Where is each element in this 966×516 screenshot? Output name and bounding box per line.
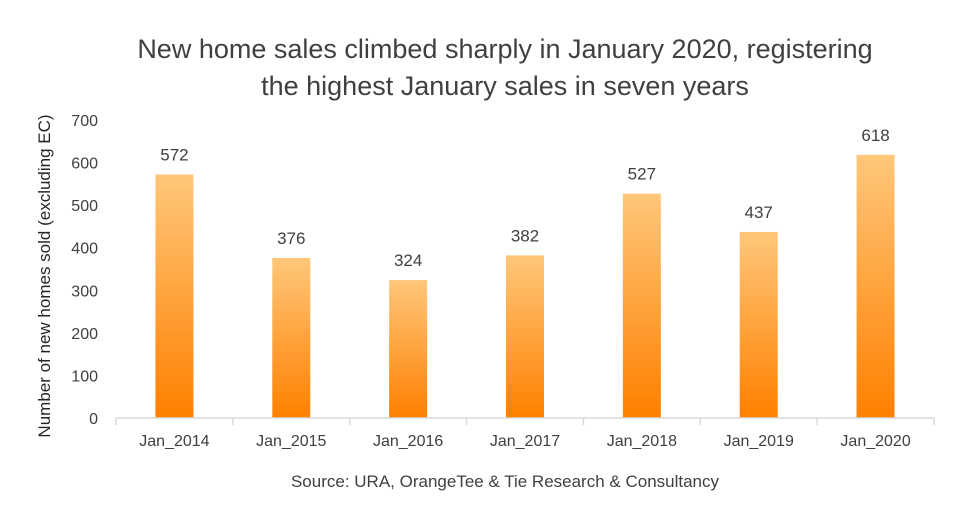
bar-Jan_2019 [739,231,778,418]
x-tick-label: Jan_2017 [490,433,560,450]
data-label-Jan_2019: 437 [745,203,773,222]
y-tick-label: 700 [71,113,98,130]
data-label-Jan_2020: 618 [861,126,889,145]
y-tick-label: 100 [71,368,98,385]
bar-Jan_2020 [856,154,895,418]
y-tick-label: 200 [71,326,98,343]
data-label-Jan_2016: 324 [394,251,422,270]
x-tick-label: Jan_2019 [724,433,794,450]
x-tick-label: Jan_2020 [840,433,910,450]
source-note: Source: URA, OrangeTee & Tie Research & … [291,472,720,491]
x-tick-label: Jan_2015 [256,433,326,450]
bar-Jan_2017 [506,255,544,418]
data-label-Jan_2015: 376 [277,229,305,248]
bar-Jan_2016 [389,280,428,418]
y-axis-title: Number of new homes sold (excluding EC) [35,114,54,437]
y-tick-label: 300 [71,283,98,300]
bar-Jan_2015 [272,257,311,418]
x-tick-label: Jan_2014 [139,433,209,450]
x-axis: Jan_2014 Jan_2015 Jan_2016 Jan_2017 Jan_2018… [115,417,935,450]
x-tick-label: Jan_2016 [373,433,443,450]
y-tick-label: 400 [71,241,98,258]
bar-Jan_2014 [155,174,194,418]
data-label-Jan_2018: 527 [628,165,656,184]
data-label-Jan_2017: 382 [511,226,539,245]
data-label-Jan_2014: 572 [160,145,188,164]
y-tick-label: 500 [71,198,98,215]
chart-title-line-1: New home sales climbed sharply in Januar… [137,34,872,64]
y-tick-label: 600 [71,156,98,173]
y-axis: 0 100 200 300 400 500 600 700 [71,113,98,428]
y-tick-label: 0 [89,411,98,428]
chart-title-line-2: the highest January sales in seven years [261,71,749,101]
bars: 572 376 324 382 527 437 618 [155,126,895,418]
x-tick-label: Jan_2018 [607,433,677,450]
bar-Jan_2018 [622,193,661,418]
